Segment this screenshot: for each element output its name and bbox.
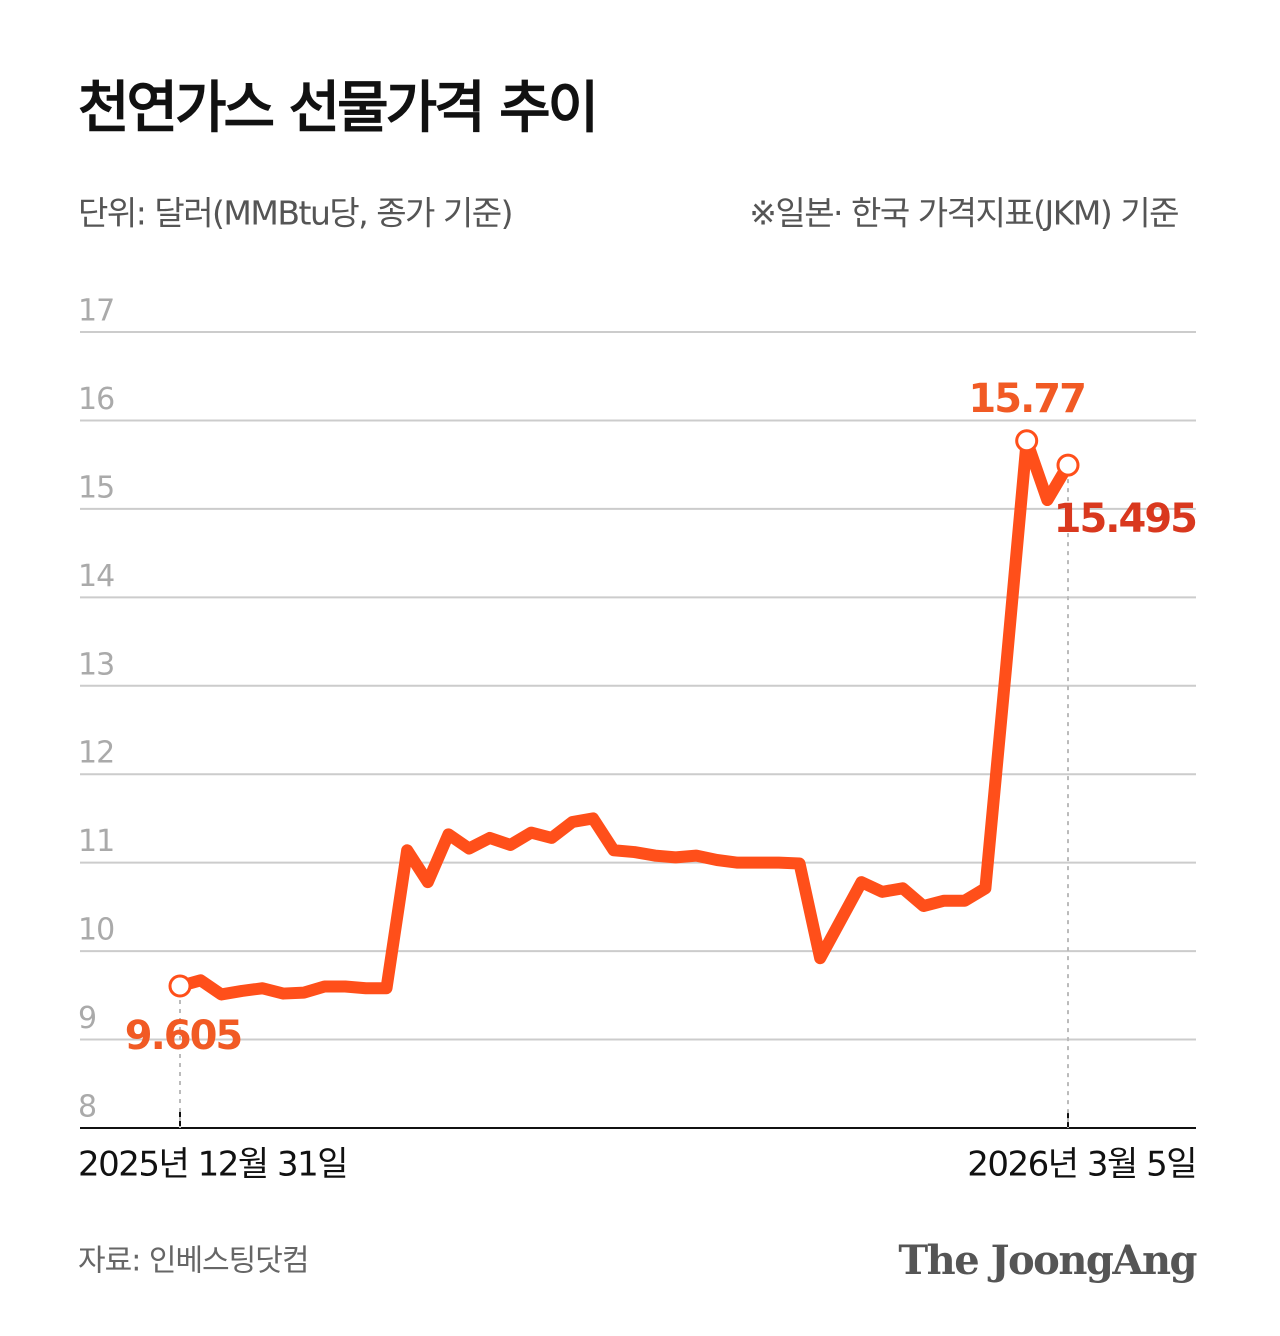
chart-subtitle: 단위: 달러(MMBtu당, 종가 기준) bbox=[78, 194, 512, 233]
y-tick-label: 13 bbox=[78, 647, 114, 682]
data-label: 9.605 bbox=[125, 1013, 242, 1059]
y-tick-label: 17 bbox=[78, 294, 114, 329]
brand: The JoongAng bbox=[898, 1237, 1197, 1284]
y-tick-label: 10 bbox=[78, 913, 114, 948]
chart-title: 천연가스 선물가격 추이 bbox=[78, 76, 596, 141]
source: 자료: 인베스팅닷컴 bbox=[78, 1244, 308, 1279]
y-tick-label: 9 bbox=[78, 1001, 96, 1036]
data-label: 15.495 bbox=[1054, 496, 1197, 542]
x-tick-label: 2025년 12월 31일 bbox=[78, 1145, 347, 1185]
y-tick-label: 11 bbox=[78, 824, 114, 859]
y-tick-label: 14 bbox=[78, 559, 114, 594]
chart-note: ※일본· 한국 가격지표(JKM) 기준 bbox=[749, 194, 1178, 233]
y-tick-label: 12 bbox=[78, 736, 114, 771]
point-marker bbox=[1015, 429, 1039, 453]
point-marker bbox=[1056, 453, 1080, 477]
data-label: 15.77 bbox=[968, 376, 1085, 422]
y-tick-label: 8 bbox=[78, 1090, 96, 1125]
y-tick-label: 15 bbox=[78, 470, 114, 505]
y-tick-label: 16 bbox=[78, 382, 114, 417]
line bbox=[174, 434, 1074, 1001]
x-tick-label: 2026년 3월 5일 bbox=[967, 1145, 1196, 1185]
point-marker bbox=[168, 974, 192, 998]
